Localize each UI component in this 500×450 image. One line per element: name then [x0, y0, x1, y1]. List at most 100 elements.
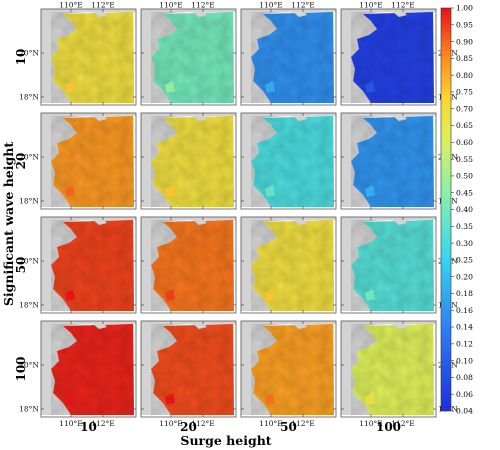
land-mass	[341, 9, 436, 103]
colorbar-tick-label: 0.90	[456, 37, 473, 46]
row-label-4: 100	[14, 356, 28, 381]
colorbar-tick-label: 0.80	[456, 71, 473, 80]
land-mass	[41, 9, 136, 103]
land-mass	[241, 217, 336, 311]
lon-tick-label: 112°E	[91, 1, 115, 10]
lon-tick-label: 112°E	[291, 419, 315, 428]
lon-tick-label: 112°E	[91, 419, 115, 428]
panel-frame	[40, 8, 137, 106]
panel-frame	[340, 112, 437, 210]
lon-tick-label: 110°E	[259, 1, 283, 10]
colorbar-tick-label: 0.18	[456, 289, 473, 298]
panel-frame	[40, 320, 137, 418]
map-panel-r1-c3: 110°E 112°E	[240, 1, 337, 106]
land-mass	[141, 217, 236, 311]
panel-frame	[340, 320, 437, 418]
lat-tick-label: 18°N	[19, 301, 39, 310]
lat-tick-label: 20°N	[19, 49, 39, 58]
colorbar-tick-label: 0.85	[456, 54, 473, 63]
row-label-3: 50	[14, 257, 28, 274]
axis-labels: Significant wave height Surge height 102…	[1, 49, 401, 448]
lon-tick-label: 110°E	[259, 419, 283, 428]
lat-tick-label: 18°N	[19, 93, 39, 102]
land-mass	[41, 321, 136, 415]
map-panel-r4-c1: 110°E 112°E 20°N 18°N	[19, 320, 137, 428]
map-panel-r1-c2: 110°E 112°E	[140, 1, 237, 106]
land-mass	[41, 217, 136, 311]
lon-tick-label: 110°E	[159, 1, 183, 10]
map-panel-r2-c1: 20°N 18°N	[19, 112, 137, 210]
colorbar-tick-label: 0.14	[456, 323, 473, 332]
col-label-4: 100	[376, 420, 401, 434]
row-label-1: 10	[14, 49, 28, 66]
colorbar-tick-label: 0.95	[456, 20, 473, 29]
land-mass	[241, 9, 336, 103]
land-mass	[141, 113, 236, 207]
colorbar-tick-label: 0.25	[456, 256, 473, 265]
lon-tick-label: 112°E	[191, 419, 215, 428]
colorbar-tick-label: 0.40	[456, 205, 473, 214]
colorbar: 1.00 0.95 0.90 0.85 0.80 0.75 0.70 0.65 0.60 0.55…	[440, 4, 473, 416]
panel-frame	[240, 8, 337, 106]
map-panel-r3-c2	[140, 216, 237, 314]
colorbar-tick-label: 1.00	[456, 4, 473, 13]
map-panel-r3-c4: 20°N18°N	[340, 216, 458, 314]
lon-tick-label: 110°E	[359, 419, 383, 428]
land-mass	[141, 321, 236, 415]
lat-tick-label: 18°N	[19, 405, 39, 414]
lat-tick-label: 20°N	[19, 361, 39, 370]
land-mass	[341, 113, 436, 207]
colorbar-tick-label: 0.08	[456, 373, 473, 382]
colorbar-tick-label: 0.30	[456, 239, 473, 248]
ylabel: Significant wave height	[1, 142, 16, 306]
lat-tick-label: 18°N	[19, 197, 39, 206]
panel-frame	[140, 8, 237, 106]
panel-frame	[340, 8, 437, 106]
colorbar-tick-label: 0.45	[456, 188, 473, 197]
colorbar-tick-label: 0.12	[456, 340, 473, 349]
lon-tick-label: 110°E	[159, 419, 183, 428]
colorbar-tick-label: 0.60	[456, 138, 473, 147]
col-label-3: 50	[280, 420, 297, 434]
colorbar-tick-label: 0.35	[456, 222, 473, 231]
land-mass	[141, 9, 236, 103]
lat-tick-label: 20°N	[19, 153, 39, 162]
panel-frame	[240, 112, 337, 210]
colorbar-bar	[440, 7, 452, 412]
panel-frame	[40, 216, 137, 314]
lon-tick-label: 110°E	[59, 1, 83, 10]
land-mass	[341, 217, 436, 311]
lon-tick-label: 112°E	[291, 1, 315, 10]
colorbar-tick-label: 0.70	[456, 104, 473, 113]
panel-frame	[40, 112, 137, 210]
panel-frame	[140, 216, 237, 314]
land-mass	[241, 321, 336, 415]
map-panel-r2-c2	[140, 112, 237, 210]
colorbar-tick-label: 0.65	[456, 121, 473, 130]
lon-tick-label: 112°E	[391, 419, 415, 428]
panel-frame	[340, 216, 437, 314]
land-mass	[341, 321, 436, 415]
map-panel-r4-c2: 110°E 112°E	[140, 320, 237, 428]
row-label-2: 20	[14, 153, 28, 170]
panel-grid: 110°E 112°E 20°N 18°N 110°E 112°E 110°E 112°E 11…	[19, 1, 458, 429]
land-mass	[41, 113, 136, 207]
map-panel-r3-c1: 20°N 18°N	[19, 216, 137, 314]
lon-tick-label: 110°E	[359, 1, 383, 10]
land-mass	[241, 113, 336, 207]
map-panel-r1-c1: 110°E 112°E 20°N 18°N	[19, 1, 137, 106]
colorbar-tick-label: 0.10	[456, 356, 473, 365]
colorbar-tick-label: 0.16	[456, 306, 473, 315]
col-label-1: 10	[80, 420, 97, 434]
colorbar-tick-label: 0.55	[456, 155, 473, 164]
colorbar-tick-label: 0.75	[456, 88, 473, 97]
map-panel-r2-c3	[240, 112, 337, 210]
lon-tick-label: 110°E	[59, 419, 83, 428]
map-panel-r3-c3	[240, 216, 337, 314]
panel-frame	[140, 112, 237, 210]
col-label-2: 20	[180, 420, 197, 434]
colorbar-tick-label: 0.06	[456, 390, 473, 399]
